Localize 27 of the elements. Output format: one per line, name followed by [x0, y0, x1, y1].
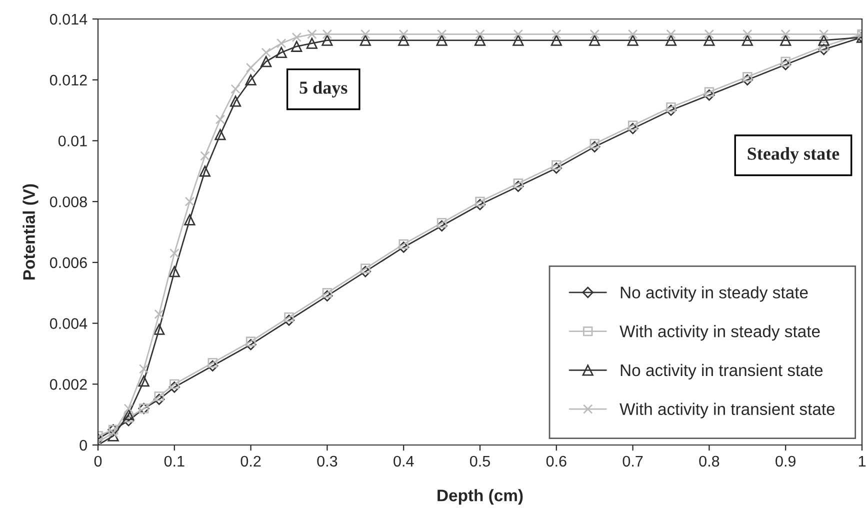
y-axis-title: Potential (V) — [22, 184, 38, 280]
y-tick-label: 0.008 — [50, 196, 87, 208]
y-tick-label: 0.006 — [50, 257, 87, 268]
annotation: 5 days — [300, 81, 348, 98]
x-tick-label: 0.8 — [699, 456, 720, 467]
x-tick-label: 0.3 — [317, 456, 338, 467]
x-tick-label: 0 — [94, 456, 102, 467]
y-tick-label: 0.01 — [58, 136, 87, 146]
y-tick-label: 0.012 — [50, 74, 87, 86]
x-tick-label: 0.7 — [622, 456, 643, 467]
y-tick-label: 0 — [80, 440, 87, 451]
y-tick-label: 0.014 — [50, 14, 88, 25]
x-tick-label: 0.9 — [776, 456, 796, 467]
legend-label: With activity in steady state — [620, 325, 820, 341]
legend-label: With activity in transient state — [620, 402, 835, 418]
legend-label: No activity in transient state — [620, 364, 823, 380]
x-tick-label: 0.4 — [394, 456, 414, 467]
x-tick-label: 0.2 — [240, 456, 261, 467]
annotation: Steady state — [748, 147, 840, 164]
legend-label: No activity in steady state — [620, 286, 808, 302]
x-axis-title: Depth (cm) — [438, 489, 523, 505]
y-tick-label: 0.004 — [50, 318, 88, 329]
x-tick-label: 0.5 — [470, 456, 490, 467]
x-tick-label: 0.1 — [164, 456, 184, 467]
y-tick-label: 0.002 — [50, 379, 87, 390]
x-tick-label: 1 — [858, 456, 866, 466]
x-tick-label: 0.6 — [546, 456, 566, 467]
